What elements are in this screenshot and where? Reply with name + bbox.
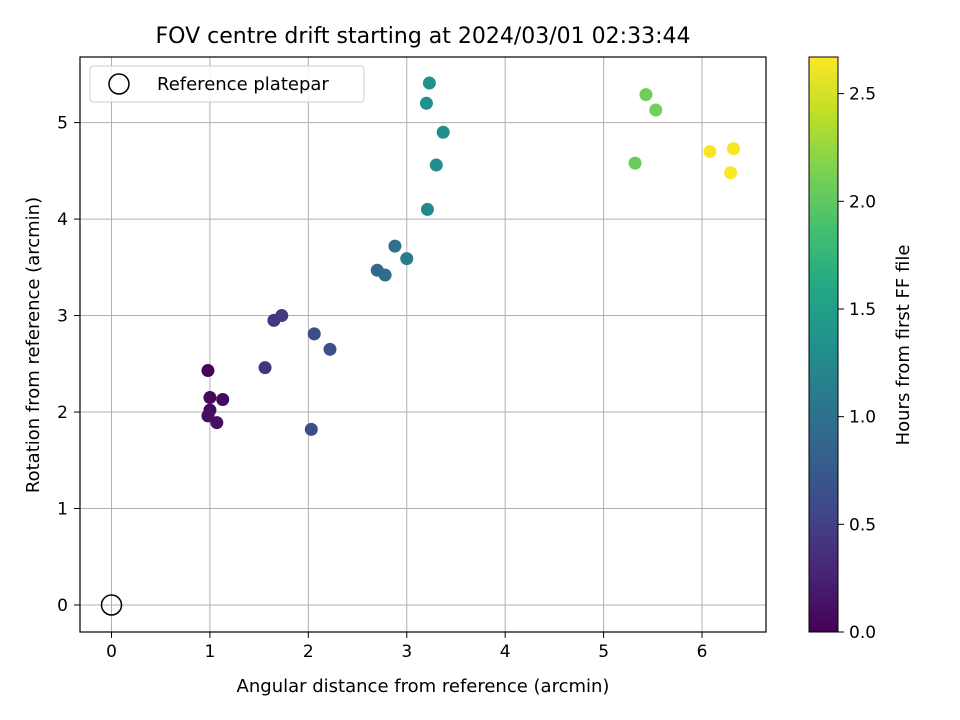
x-axis-ticks: 0 1 2 3 4 5 6	[106, 632, 707, 662]
data-point	[639, 88, 653, 102]
reference-marker	[100, 594, 123, 616]
colorbar-tick-label: 2.5	[849, 85, 876, 105]
data-point	[388, 239, 402, 253]
y-tick-label: 2	[57, 403, 68, 423]
data-point	[628, 156, 642, 170]
colorbar-tick-label: 0.0	[849, 623, 876, 643]
data-point	[703, 145, 717, 159]
x-tick-label: 5	[598, 642, 609, 662]
x-axis-label: Angular distance from reference (arcmin)	[237, 676, 610, 697]
data-point	[323, 342, 337, 356]
x-tick-label: 3	[401, 642, 412, 662]
legend-box	[89, 65, 365, 103]
data-point	[420, 202, 434, 216]
data-point	[429, 158, 443, 172]
grid-lines	[80, 57, 766, 632]
colorbar: 0.0 0.5 1.0 1.5 2.0 2.5 Hours from first FF f…	[808, 56, 914, 643]
x-tick-label: 1	[205, 642, 216, 662]
colorbar-tick-label: 2.0	[849, 192, 876, 212]
colorbar-gradient	[808, 56, 839, 633]
legend: Reference platepar	[89, 65, 365, 103]
data-point	[201, 364, 215, 378]
x-tick-label: 4	[500, 642, 511, 662]
data-point	[422, 76, 436, 90]
data-point	[378, 268, 392, 282]
colorbar-tick-label: 1.5	[849, 300, 876, 320]
chart-title: FOV centre drift starting at 2024/03/01 …	[156, 24, 691, 49]
x-tick-label: 0	[106, 642, 117, 662]
colorbar-label: Hours from first FF file	[893, 245, 914, 446]
data-point	[203, 391, 217, 405]
colorbar-ticks: 0.0 0.5 1.0 1.5 2.0 2.5	[838, 85, 876, 643]
reference-platepar-marker	[100, 594, 123, 616]
legend-reference-marker	[108, 73, 130, 95]
y-tick-label: 5	[57, 114, 68, 134]
data-point	[436, 125, 450, 139]
data-point	[275, 309, 289, 323]
x-tick-label: 6	[697, 642, 708, 662]
legend-label: Reference platepar	[157, 74, 329, 95]
colorbar-tick-label: 0.5	[849, 515, 876, 535]
data-point	[649, 103, 663, 117]
plot-frame	[79, 56, 767, 633]
data-point	[307, 327, 321, 341]
x-tick-label: 2	[303, 642, 314, 662]
data-points	[201, 76, 741, 436]
data-point	[258, 361, 272, 375]
y-axis-ticks: 0 1 2 3 4 5	[57, 114, 80, 616]
data-point	[210, 416, 224, 430]
y-axis-label: Rotation from reference (arcmin)	[23, 197, 44, 493]
data-point	[304, 422, 318, 436]
data-point	[727, 142, 741, 156]
y-tick-label: 0	[57, 596, 68, 616]
colorbar-tick-label: 1.0	[849, 408, 876, 428]
y-tick-label: 4	[57, 210, 68, 230]
data-point	[724, 166, 738, 180]
y-tick-label: 3	[57, 307, 68, 327]
data-point	[216, 392, 230, 406]
data-point	[400, 252, 414, 266]
y-tick-label: 1	[57, 500, 68, 520]
data-point	[419, 96, 433, 110]
data-point	[201, 409, 215, 423]
